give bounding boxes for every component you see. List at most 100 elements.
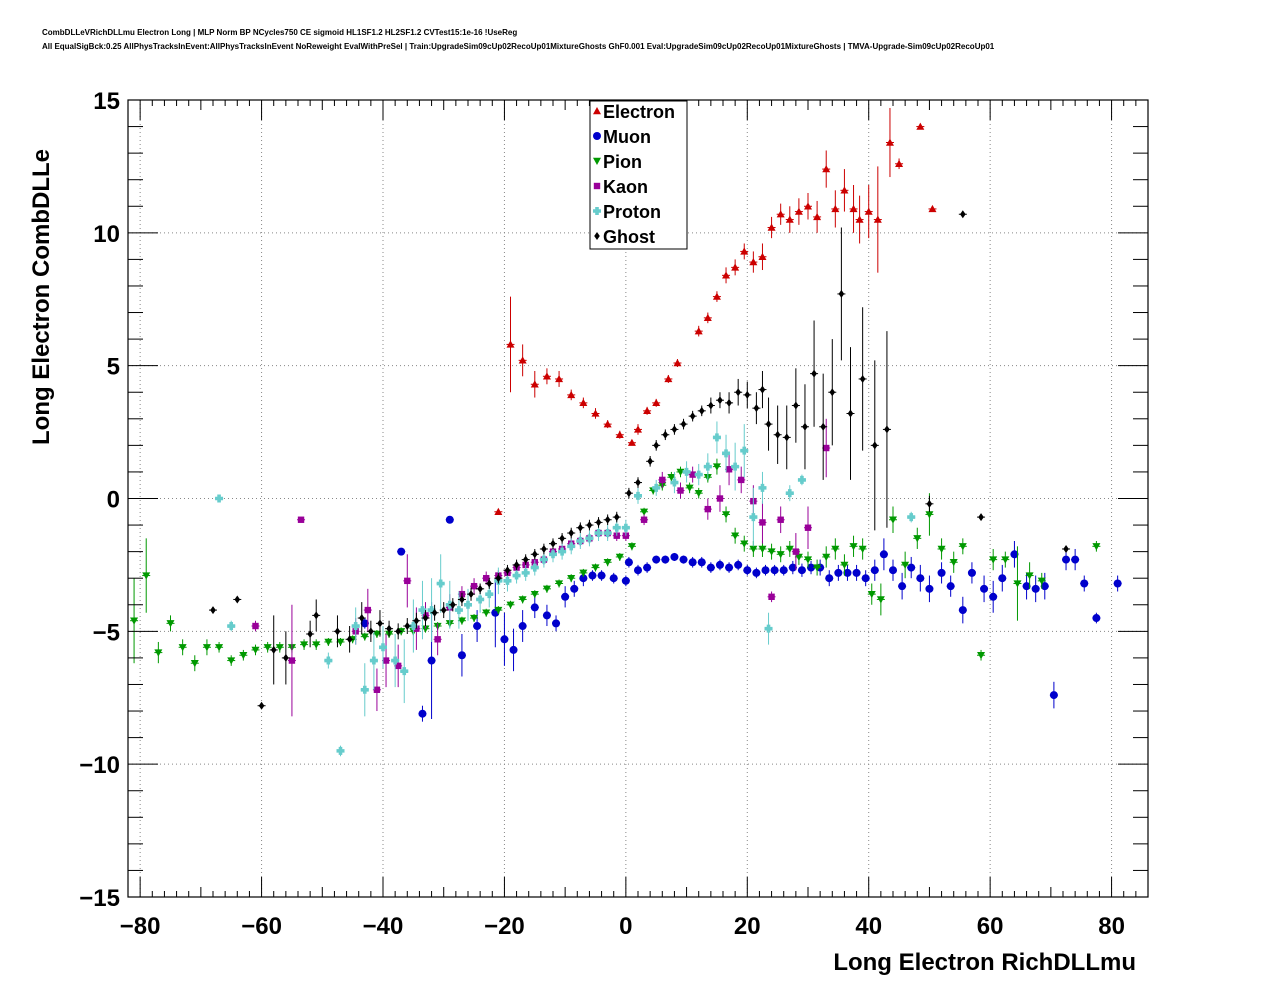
data-point (615, 553, 624, 561)
data-point (1031, 584, 1040, 593)
data-point (1092, 543, 1101, 551)
data-point (427, 606, 436, 615)
data-point (142, 572, 151, 580)
data-point (604, 515, 611, 524)
data-point (831, 545, 840, 553)
legend: Electron Muon Pion Kaon Proton Ghost (589, 100, 688, 250)
data-point (740, 540, 749, 548)
data-point (855, 215, 864, 223)
data-point (679, 555, 688, 564)
data-point (130, 617, 139, 625)
data-point (813, 212, 822, 221)
data-point (369, 656, 378, 665)
data-point (485, 590, 494, 599)
data-point (1080, 579, 1089, 588)
data-point (958, 606, 967, 615)
data-point (694, 470, 703, 479)
data-point (215, 644, 224, 652)
data-point (297, 516, 305, 523)
data-point (427, 656, 436, 665)
data-point (777, 516, 784, 523)
data-point (765, 420, 772, 429)
data-point (358, 614, 365, 623)
data-point (288, 657, 296, 664)
legend-marker (593, 207, 601, 215)
data-point (530, 380, 539, 388)
x-tick-label: 20 (734, 913, 761, 940)
x-axis-label: Long Electron RichDLLmu (833, 949, 1136, 976)
data-point (735, 388, 741, 397)
chart-header: CombDLLeVRichDLLmu Electron Long | MLP N… (42, 26, 994, 54)
data-point (794, 553, 803, 561)
data-point (831, 204, 840, 213)
data-point (694, 489, 703, 498)
data-point (627, 543, 636, 551)
data-point (716, 495, 724, 502)
data-point (413, 616, 420, 625)
legend-label: Electron (603, 102, 675, 122)
series-electron (494, 107, 937, 515)
data-point (368, 627, 374, 636)
data-point (1113, 579, 1122, 588)
data-point (550, 539, 556, 548)
data-point (503, 576, 512, 585)
data-point (603, 559, 612, 567)
data-point (234, 595, 241, 604)
data-point (252, 622, 259, 630)
data-point (825, 574, 834, 583)
data-point (811, 369, 817, 378)
data-point (360, 685, 369, 694)
data-point (227, 657, 236, 665)
data-point (785, 215, 794, 223)
data-point (495, 574, 502, 583)
data-point (731, 263, 740, 271)
data-point (454, 606, 463, 615)
data-point (549, 550, 557, 559)
data-point (530, 563, 539, 572)
data-point (552, 619, 561, 628)
data-point (749, 258, 758, 266)
data-point (391, 656, 400, 665)
legend-box (589, 100, 688, 250)
data-point (559, 534, 565, 543)
data-point (907, 563, 916, 572)
data-point (382, 657, 390, 664)
data-point (470, 614, 479, 623)
data-point (570, 584, 579, 593)
data-point (753, 404, 760, 413)
y-tick-label: −10 (79, 752, 120, 779)
data-point (759, 519, 766, 526)
data-point (307, 629, 313, 638)
y-tick-label: −15 (79, 885, 120, 912)
data-point (486, 579, 493, 588)
data-point (960, 210, 966, 219)
data-point (634, 425, 642, 433)
data-point (336, 638, 345, 646)
data-point (977, 652, 986, 660)
data-point (895, 159, 904, 167)
x-tick-label: −20 (484, 913, 525, 940)
data-point (334, 627, 341, 636)
data-point (916, 574, 925, 583)
data-point (989, 556, 998, 564)
data-point (829, 388, 836, 397)
data-point (689, 412, 696, 421)
data-point (258, 701, 265, 710)
y-tick-label: −5 (93, 619, 120, 646)
data-point (624, 558, 633, 567)
data-point (1010, 550, 1019, 559)
data-point (907, 513, 916, 522)
data-point (864, 207, 873, 215)
data-point (889, 566, 897, 575)
data-point (190, 660, 199, 668)
data-point (937, 568, 946, 577)
data-point (652, 555, 661, 564)
series-kaon (251, 418, 831, 717)
data-point (561, 592, 570, 601)
data-point (579, 574, 588, 583)
data-point (925, 511, 934, 519)
data-point (210, 606, 216, 615)
y-tick-label: 5 (107, 354, 120, 381)
data-point (215, 494, 224, 503)
